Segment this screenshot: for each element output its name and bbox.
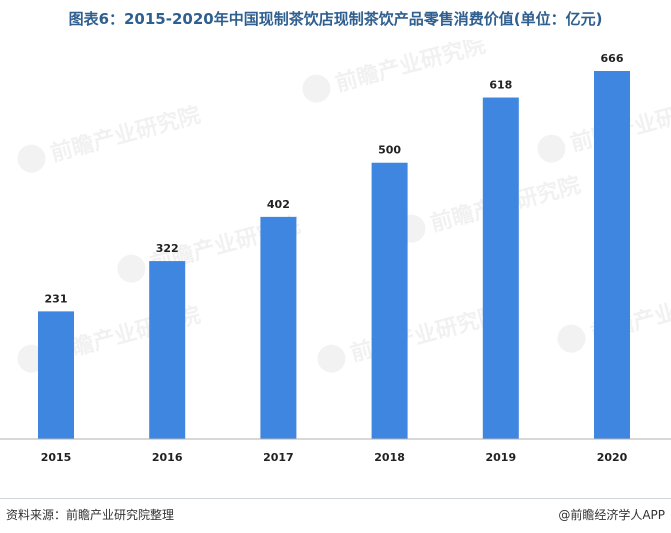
x-axis-tick-labels: 2015 2016 2017 2018 2019 2020 (41, 451, 628, 464)
x-tick-label-2018: 2018 (374, 451, 405, 464)
data-labels: 231 322 402 500 618 666 (45, 52, 624, 305)
watermark: 前瞻产业研究院 (317, 302, 503, 373)
data-label-2017: 402 (267, 198, 290, 211)
x-tick-label-2019: 2019 (485, 451, 516, 464)
data-label-2019: 618 (489, 79, 512, 92)
watermark-layer: 前瞻产业研究院前瞻产业研究院前瞻产业研究院前瞻产业研究院前瞻产业研究院前瞻产业研… (17, 40, 671, 373)
bar-2020 (594, 71, 630, 439)
svg-text:前瞻产业研究院: 前瞻产业研究院 (333, 40, 488, 97)
bar-2018 (371, 162, 408, 439)
data-label-2016: 322 (156, 242, 179, 255)
data-label-2020: 666 (601, 52, 624, 65)
watermark: 前瞻产业研究院 (302, 40, 488, 103)
brand-credit: @前瞻经济学人APP (558, 508, 665, 522)
x-tick-label-2017: 2017 (263, 451, 294, 464)
svg-text:前瞻产业研究院: 前瞻产业研究院 (48, 102, 203, 167)
bar-2016 (149, 261, 186, 439)
svg-text:前瞻产业研究院: 前瞻产业研究院 (348, 302, 503, 367)
data-label-2015: 231 (45, 292, 68, 305)
watermark: 前瞻产业研究院 (17, 102, 203, 173)
bar-2017 (260, 216, 297, 439)
bar-2019 (482, 97, 519, 439)
bar-2015 (38, 311, 74, 439)
x-tick-label-2015: 2015 (41, 451, 72, 464)
chart-title: 图表6：2015-2020年中国现制茶饮店现制茶饮产品零售消费价值(单位：亿元) (68, 10, 603, 28)
data-label-2018: 500 (378, 144, 401, 157)
footer-divider (0, 498, 671, 499)
bars-group (38, 71, 630, 439)
x-tick-label-2020: 2020 (597, 451, 628, 464)
x-tick-label-2016: 2016 (152, 451, 183, 464)
bar-chart: 前瞻产业研究院前瞻产业研究院前瞻产业研究院前瞻产业研究院前瞻产业研究院前瞻产业研… (0, 40, 671, 464)
source-note: 资料来源：前瞻产业研究院整理 (6, 508, 175, 522)
